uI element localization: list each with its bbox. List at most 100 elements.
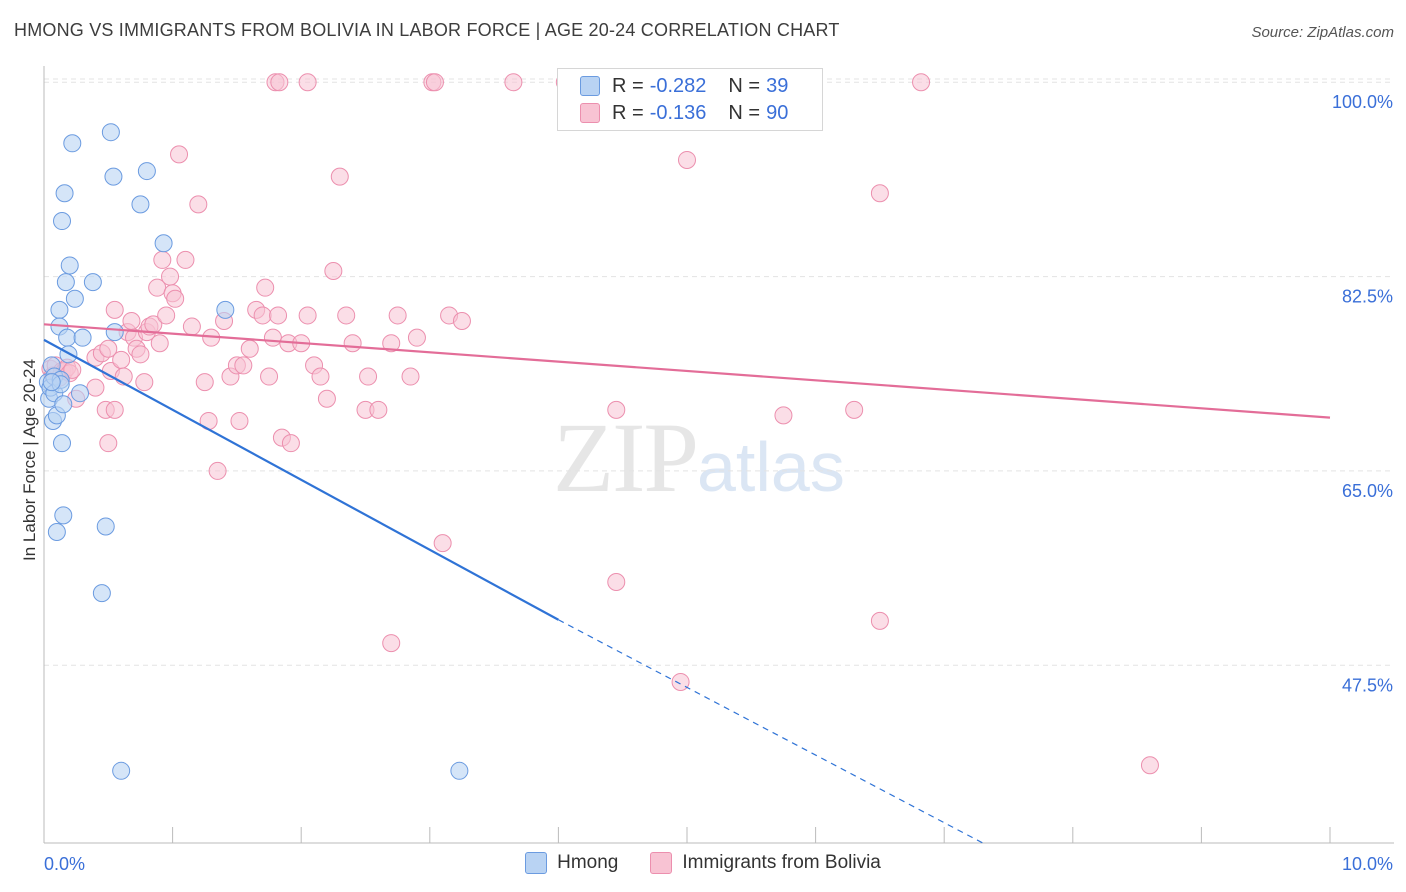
hmong-point xyxy=(47,523,66,542)
bolivia-point xyxy=(253,306,272,325)
bolivia-point xyxy=(195,373,214,392)
bolivia-point xyxy=(208,461,227,480)
bolivia-point xyxy=(161,267,180,286)
hmong-point xyxy=(58,328,77,347)
series-legend: Hmong Immigrants from Bolivia xyxy=(0,852,1406,874)
bolivia-point xyxy=(263,328,282,347)
source-label: Source: ZipAtlas.com xyxy=(1251,24,1394,41)
bolivia-point xyxy=(343,334,362,353)
bolivia-swatch xyxy=(580,103,600,123)
legend-item-bolivia[interactable]: Immigrants from Bolivia xyxy=(650,852,881,874)
bolivia-points xyxy=(41,73,1159,775)
bolivia-point xyxy=(281,434,300,453)
legend-item-hmong[interactable]: Hmong xyxy=(525,852,618,874)
bolivia-point xyxy=(256,278,275,297)
bolivia-point xyxy=(870,611,889,630)
hmong-point xyxy=(54,506,73,525)
correlation-legend: R = -0.282 N = 39 R = -0.136 N = 90 xyxy=(557,68,823,131)
bolivia-point xyxy=(337,306,356,325)
axis-layer xyxy=(43,66,1394,844)
hmong-point xyxy=(53,212,72,231)
hmong-point xyxy=(105,323,124,342)
bolivia-point xyxy=(607,573,626,591)
bolivia-point xyxy=(230,411,249,430)
hmong-point xyxy=(216,300,235,319)
hmong-point xyxy=(137,162,156,181)
bolivia-point xyxy=(369,400,388,419)
y-tick-label: 100.0% xyxy=(1332,92,1393,112)
legend-row-hmong: R = -0.282 N = 39 xyxy=(580,73,788,99)
chart-title: HMONG VS IMMIGRANTS FROM BOLIVIA IN LABO… xyxy=(14,20,840,40)
hmong-point xyxy=(104,167,123,186)
hmong-swatch xyxy=(580,76,600,96)
hmong-point xyxy=(131,195,150,214)
hmong-point xyxy=(42,373,61,392)
bolivia-point xyxy=(1140,756,1159,775)
bolivia-point xyxy=(774,406,793,425)
bolivia-point xyxy=(912,73,931,92)
bolivia-point xyxy=(504,73,523,92)
legend-r-label: R = xyxy=(612,101,644,124)
legend-n-label: N = xyxy=(728,74,761,97)
hmong-trend-line xyxy=(43,338,559,621)
bolivia-point xyxy=(153,250,172,269)
hmong-legend-swatch xyxy=(525,852,548,874)
x-tick-label: 10.0% xyxy=(1342,854,1393,874)
bolivia-point xyxy=(99,339,118,358)
legend-n-value: 39 xyxy=(766,74,789,97)
hmong-point xyxy=(450,761,469,780)
bolivia-trend-line xyxy=(43,323,1331,419)
trend-layer xyxy=(43,323,1331,844)
legend-r-value: -0.136 xyxy=(649,101,707,124)
watermark-atlas: atlas xyxy=(697,428,845,506)
watermark: ZIPatlas xyxy=(553,400,845,515)
bolivia-point xyxy=(607,400,626,419)
y-tick-label: 47.5% xyxy=(1342,675,1393,695)
bolivia-point xyxy=(382,634,401,653)
x-tick-label: 0.0% xyxy=(44,854,85,874)
bolivia-point xyxy=(452,312,471,330)
hmong-point xyxy=(71,384,90,403)
bolivia-point xyxy=(401,367,420,386)
hmong-point xyxy=(54,395,73,414)
bolivia-point xyxy=(122,312,141,330)
hmong-point xyxy=(53,434,72,453)
bolivia-point xyxy=(317,389,336,408)
hmong-point xyxy=(55,184,74,203)
bolivia-point xyxy=(234,356,253,375)
label-layer: 100.0% 82.5% 65.0% 47.5% 0.0% 10.0% xyxy=(44,92,1393,874)
legend-n-label: N = xyxy=(728,101,761,124)
hmong-point xyxy=(60,256,79,275)
bolivia-point xyxy=(105,400,124,419)
bolivia-point xyxy=(150,334,169,353)
hmong-point xyxy=(56,273,75,292)
y-tick-label: 82.5% xyxy=(1342,287,1393,307)
y-tick-label: 65.0% xyxy=(1342,481,1393,501)
bolivia-legend-swatch xyxy=(650,852,673,874)
bolivia-point xyxy=(407,328,426,347)
bolivia-point xyxy=(845,400,864,419)
legend-label-bolivia: Immigrants from Bolivia xyxy=(682,852,881,873)
bolivia-point xyxy=(359,367,378,386)
y-axis-label: In Labor Force | Age 20-24 xyxy=(20,359,39,561)
bolivia-point xyxy=(270,73,289,92)
bolivia-point xyxy=(330,167,349,186)
hmong-point xyxy=(50,300,69,319)
hmong-point xyxy=(101,123,120,142)
bolivia-point xyxy=(176,250,195,269)
hmong-point xyxy=(65,289,84,308)
bolivia-point xyxy=(311,367,330,386)
watermark-zip: ZIP xyxy=(553,402,699,513)
bolivia-point xyxy=(260,367,279,386)
bolivia-point xyxy=(86,378,105,397)
bolivia-point xyxy=(671,672,690,691)
hmong-points xyxy=(38,123,469,780)
bolivia-point xyxy=(298,306,317,325)
bolivia-point xyxy=(678,150,696,169)
hmong-trend-extension xyxy=(558,619,984,844)
legend-r-value: -0.282 xyxy=(649,74,707,97)
legend-n-value: 90 xyxy=(766,101,789,124)
legend-r-label: R = xyxy=(612,74,644,97)
bolivia-point xyxy=(166,289,185,308)
